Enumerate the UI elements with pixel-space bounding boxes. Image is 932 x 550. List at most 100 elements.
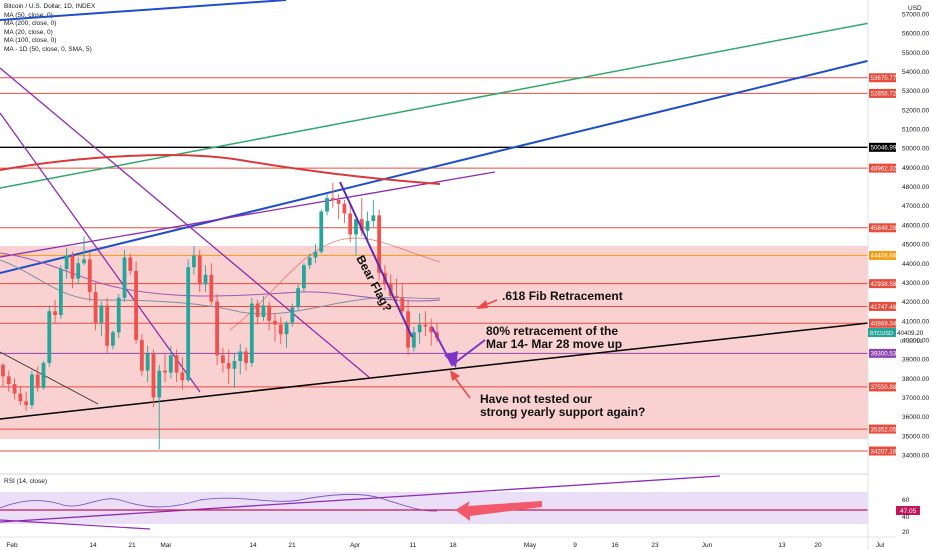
- candle-body: [371, 215, 376, 222]
- candle-body: [284, 322, 289, 335]
- candle-body: [12, 384, 17, 394]
- ma200-line: [0, 154, 441, 185]
- indicator-ma100[interactable]: MA (100, close, 0): [4, 37, 57, 45]
- x-tick-label: 14: [89, 542, 97, 549]
- y-tick-label: 41000.00: [902, 318, 929, 325]
- candle-body: [53, 311, 57, 316]
- indicator-ma50[interactable]: MA (50, close, 0): [4, 11, 53, 19]
- candle-body: [157, 370, 162, 398]
- y-tick-label: 45000.00: [902, 242, 929, 249]
- candle-body: [278, 324, 283, 335]
- candle-body: [58, 269, 63, 316]
- candle-body: [417, 324, 422, 333]
- candle-body: [400, 297, 405, 312]
- candle-body: [30, 374, 34, 406]
- indicator-ma200[interactable]: MA (200, close, 0): [4, 20, 57, 28]
- candle-body: [139, 339, 144, 371]
- last-price-symbol: BTCUSD: [870, 331, 893, 337]
- candle-body: [87, 259, 92, 293]
- candle-body: [41, 362, 46, 388]
- price-level-tag: [869, 88, 896, 98]
- indicator-ma20[interactable]: MA (20, close, 0): [4, 28, 53, 36]
- price-level-tag: [869, 279, 896, 289]
- price-level-tag: [869, 142, 896, 152]
- y-tick-label: 39000.00: [902, 357, 929, 364]
- candle-body: [197, 255, 202, 285]
- price-level-tag: [869, 223, 896, 233]
- purple-downtrend-2: [0, 67, 371, 379]
- candle-body: [163, 370, 167, 373]
- rsi-arrow: [455, 501, 542, 521]
- candle-body: [394, 295, 399, 298]
- price-level-label: 52858.72: [871, 91, 897, 98]
- price-level-label: 44408.66: [871, 253, 897, 260]
- candle-body: [255, 303, 260, 317]
- candle-body: [134, 270, 138, 340]
- price-level-tag: [869, 301, 896, 311]
- y-tick-label: 46000.00: [902, 222, 929, 229]
- fib-arrowhead: [476, 300, 488, 309]
- price-axis[interactable]: USD: [867, 0, 932, 550]
- candle-body: [296, 288, 301, 308]
- candle-body: [249, 303, 254, 363]
- y-tick-label: 54000.00: [902, 69, 929, 76]
- price-level-tag: [869, 318, 896, 328]
- y-tick-label: 49000.00: [902, 165, 929, 172]
- price-level-label: 34207.18: [871, 448, 897, 455]
- candle-body: [302, 265, 306, 289]
- currency-label: USD: [908, 5, 922, 12]
- chart-title: Bitcoin / U.S. Dollar, 1D, INDEX: [4, 3, 96, 10]
- candle-body: [411, 332, 416, 348]
- thin-downtrend: [0, 351, 99, 405]
- candle-body: [47, 311, 52, 363]
- rsi-tick-20: 20: [902, 529, 910, 536]
- y-tick-label: 38000.00: [902, 376, 929, 383]
- candle-body: [1, 364, 5, 377]
- candle-body: [145, 353, 150, 371]
- candle-body: [82, 259, 86, 264]
- candle-body: [192, 255, 196, 268]
- level-tags: 53675.77 52858.72 50046.99 48962.32 45849.29…: [869, 73, 897, 456]
- rsi-trend-low: [0, 519, 151, 530]
- candle-body: [168, 355, 173, 373]
- candle-body: [290, 307, 295, 323]
- blue-trendline-top: [0, 0, 287, 21]
- candle-body: [238, 351, 243, 362]
- candle-body: [128, 257, 133, 271]
- candle-body: [354, 219, 358, 235]
- candle-body: [319, 211, 324, 252]
- candle-body: [429, 326, 434, 333]
- rsi-axis: 60 47.05 40 20: [896, 497, 920, 536]
- price-level-tag: [869, 446, 896, 456]
- candle-body: [18, 393, 23, 402]
- x-tick-label: Feb: [6, 542, 18, 549]
- x-tick-label: 20: [814, 542, 822, 549]
- candle-body: [6, 376, 11, 385]
- candle-body: [330, 198, 335, 200]
- indicator-ma50-sma[interactable]: MA - 1D (50, close, 0, SMA, 5): [4, 45, 92, 53]
- y-tick-labels: 57000.00 56000.00 55000.00 54000.00 53000.00…: [902, 12, 929, 460]
- projection-arrowhead: [444, 351, 458, 368]
- price-level-label: 48962.32: [871, 165, 897, 172]
- annotation-retracement-1: 80% retracement of the: [486, 324, 618, 338]
- time-axis[interactable]: Feb 14 21 Mar 14 21 Apr 11 18 May 9 16 23 Jun 13 20 Jul: [6, 542, 884, 549]
- y-tick-label: 50000.00: [902, 146, 929, 153]
- candle-body: [273, 320, 277, 325]
- y-tick-label: 48000.00: [902, 184, 929, 191]
- rsi-tick-40: 40: [902, 514, 910, 521]
- rsi-label: RSI (14, close): [4, 478, 47, 485]
- candle-body: [261, 305, 266, 317]
- y-tick-label: 52000.00: [902, 107, 929, 114]
- x-tick-label: Mar: [160, 542, 172, 549]
- x-tick-label: 16: [611, 542, 619, 549]
- rsi-band: [0, 492, 868, 524]
- blue-trendline: [0, 53, 897, 274]
- chart-legend: Bitcoin / U.S. Dollar, 1D, INDEX MA (50,…: [4, 3, 95, 55]
- candle-body: [215, 301, 220, 356]
- candle-body: [307, 257, 312, 266]
- x-tick-label: 14: [249, 542, 257, 549]
- candle-body: [226, 362, 231, 369]
- ma20-line: [229, 237, 441, 331]
- x-tick-label: Apr: [350, 542, 361, 549]
